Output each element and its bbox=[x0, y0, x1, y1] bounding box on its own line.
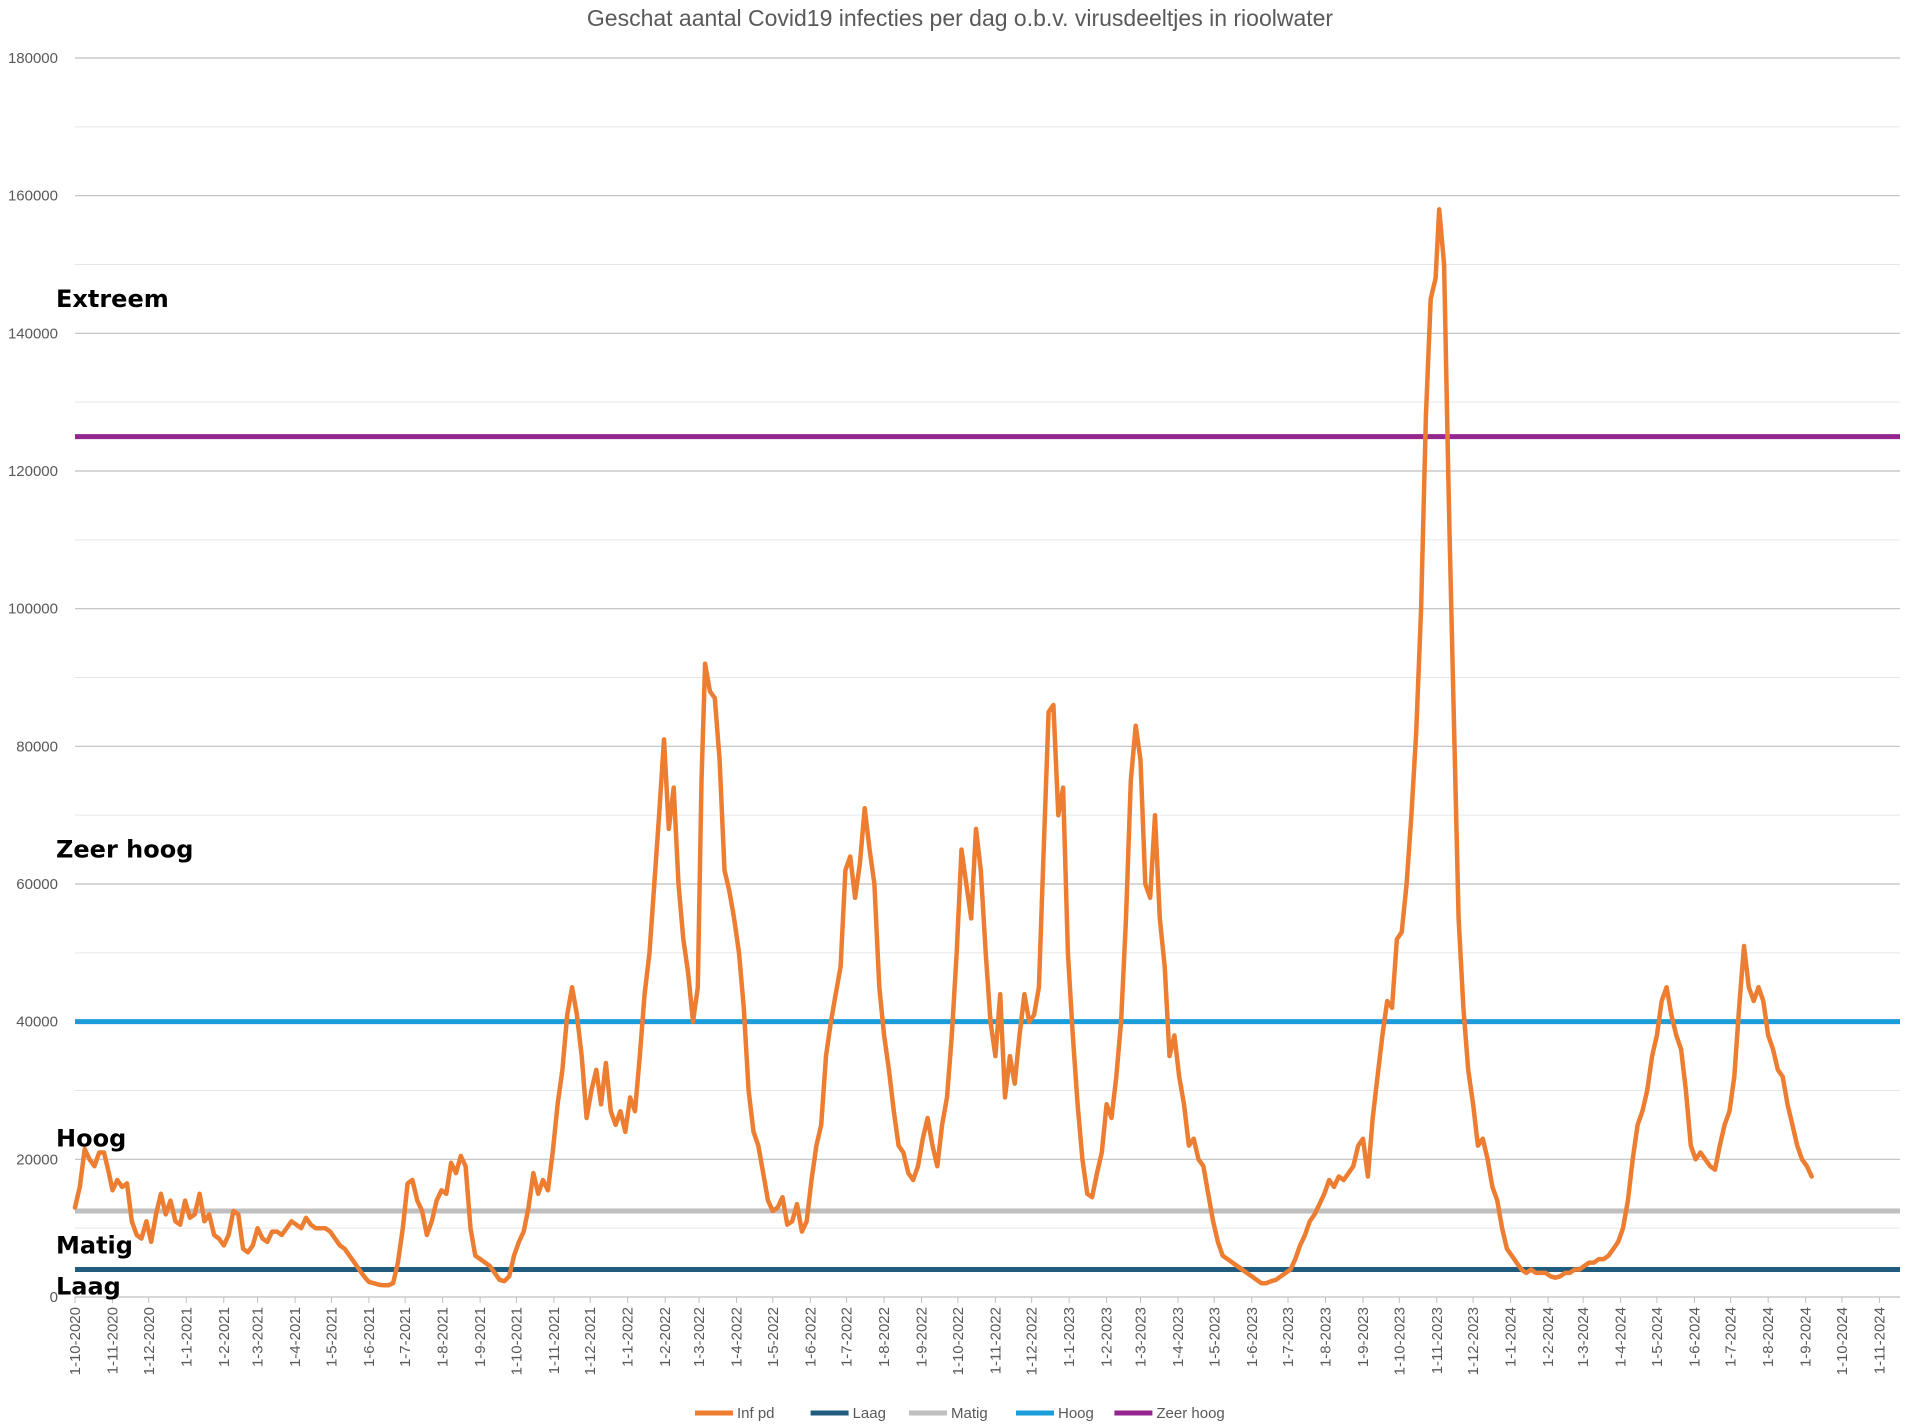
zone-label: Matig bbox=[56, 1231, 133, 1259]
x-tick-label: 1-9-2024 bbox=[1798, 1307, 1815, 1367]
x-tick-label: 1-9-2021 bbox=[472, 1307, 489, 1367]
zone-label: Laag bbox=[56, 1273, 121, 1301]
x-tick-label: 1-4-2023 bbox=[1170, 1307, 1187, 1367]
x-tick-label: 1-10-2020 bbox=[67, 1307, 84, 1375]
y-tick-label: 120000 bbox=[8, 463, 58, 480]
x-tick-label: 1-3-2022 bbox=[691, 1307, 708, 1367]
y-tick-label: 20000 bbox=[16, 1151, 58, 1168]
zone-labels: Extreem Zeer hoog Hoog Matig Laag bbox=[56, 285, 193, 1301]
legend-label: Zeer hoog bbox=[1156, 1405, 1224, 1422]
y-tick-label: 60000 bbox=[16, 876, 58, 893]
x-tick-label: 1-6-2022 bbox=[802, 1307, 819, 1367]
y-tick-label: 180000 bbox=[8, 50, 58, 67]
x-tick-label: 1-12-2023 bbox=[1465, 1307, 1482, 1375]
x-axis-ticks: 1-10-2020 1-11-2020 1-12-2020 1-1-2021 1-2-2… bbox=[67, 1296, 1900, 1375]
x-tick-label: 1-5-2021 bbox=[323, 1307, 340, 1367]
x-tick-label: 1-10-2021 bbox=[508, 1307, 525, 1375]
x-tick-label: 1-2-2023 bbox=[1099, 1307, 1116, 1367]
x-tick-label: 1-9-2023 bbox=[1355, 1307, 1372, 1367]
x-tick-label: 1-8-2023 bbox=[1318, 1307, 1335, 1367]
y-tick-label: 40000 bbox=[16, 1014, 58, 1031]
x-tick-label: 1-5-2024 bbox=[1649, 1307, 1666, 1367]
x-tick-label: 1-11-2021 bbox=[546, 1307, 563, 1374]
x-tick-label: 1-6-2024 bbox=[1686, 1307, 1703, 1367]
x-tick-label: 1-8-2022 bbox=[876, 1307, 893, 1367]
x-tick-label: 1-11-2023 bbox=[1429, 1307, 1446, 1374]
legend: Inf pd Laag Matig Hoog Zeer hoog bbox=[695, 1405, 1225, 1422]
x-tick-label: 1-4-2022 bbox=[729, 1307, 746, 1367]
x-tick-label: 1-7-2022 bbox=[839, 1307, 856, 1367]
x-tick-label: 1-12-2020 bbox=[141, 1307, 158, 1375]
x-tick-label: 1-3-2024 bbox=[1575, 1307, 1592, 1367]
gridlines bbox=[75, 57, 1900, 1298]
x-tick-label: 1-3-2021 bbox=[250, 1307, 267, 1367]
x-tick-label: 1-1-2022 bbox=[620, 1307, 637, 1367]
y-axis-ticks: 0 20000 40000 60000 80000 100000 120000 140000 1… bbox=[8, 50, 58, 1306]
y-tick-label: 140000 bbox=[8, 325, 58, 342]
x-tick-label: 1-12-2021 bbox=[582, 1307, 599, 1375]
x-tick-label: 1-2-2021 bbox=[216, 1307, 233, 1367]
y-tick-label: 160000 bbox=[8, 188, 58, 205]
x-tick-label: 1-2-2024 bbox=[1540, 1307, 1557, 1367]
series-lines bbox=[72, 207, 1814, 1288]
threshold-lines bbox=[75, 434, 1900, 1272]
x-tick-label: 1-7-2023 bbox=[1280, 1307, 1297, 1367]
series-line-inf-pd bbox=[72, 207, 1814, 1288]
x-tick-label: 1-11-2024 bbox=[1871, 1307, 1888, 1374]
y-tick-label: 80000 bbox=[16, 738, 58, 755]
x-tick-label: 1-11-2022 bbox=[987, 1307, 1004, 1374]
x-tick-label: 1-8-2021 bbox=[435, 1307, 452, 1367]
x-tick-label: 1-10-2022 bbox=[950, 1307, 967, 1375]
x-tick-label: 1-11-2020 bbox=[104, 1307, 121, 1374]
x-tick-label: 1-12-2022 bbox=[1024, 1307, 1041, 1375]
x-tick-label: 1-10-2023 bbox=[1391, 1307, 1408, 1375]
legend-label: Hoog bbox=[1058, 1405, 1094, 1422]
x-tick-label: 1-1-2021 bbox=[178, 1307, 195, 1367]
x-tick-label: 1-4-2024 bbox=[1613, 1307, 1630, 1367]
zone-label: Extreem bbox=[56, 285, 169, 313]
x-tick-label: 1-7-2021 bbox=[397, 1307, 414, 1367]
x-tick-label: 1-6-2021 bbox=[361, 1307, 378, 1367]
x-tick-label: 1-5-2023 bbox=[1206, 1307, 1223, 1367]
legend-label: Matig bbox=[951, 1405, 988, 1422]
x-tick-label: 1-8-2024 bbox=[1760, 1307, 1777, 1367]
legend-label: Inf pd bbox=[737, 1405, 775, 1422]
y-tick-label: 0 bbox=[50, 1289, 58, 1306]
x-tick-label: 1-5-2022 bbox=[765, 1307, 782, 1367]
x-tick-label: 1-1-2024 bbox=[1503, 1307, 1520, 1367]
x-tick-label: 1-3-2023 bbox=[1132, 1307, 1149, 1367]
x-tick-label: 1-7-2024 bbox=[1723, 1307, 1740, 1367]
legend-label: Laag bbox=[853, 1405, 886, 1422]
x-tick-label: 1-9-2022 bbox=[914, 1307, 931, 1367]
x-tick-label: 1-6-2023 bbox=[1244, 1307, 1261, 1367]
y-tick-label: 100000 bbox=[8, 601, 58, 618]
zone-label: Zeer hoog bbox=[56, 836, 193, 864]
x-tick-label: 1-2-2022 bbox=[657, 1307, 674, 1367]
x-tick-label: 1-1-2023 bbox=[1061, 1307, 1078, 1367]
x-tick-label: 1-4-2021 bbox=[287, 1307, 304, 1367]
chart-title: Geschat aantal Covid19 infecties per dag… bbox=[587, 5, 1334, 31]
x-tick-label: 1-10-2024 bbox=[1834, 1307, 1851, 1375]
zone-label: Hoog bbox=[56, 1125, 126, 1153]
